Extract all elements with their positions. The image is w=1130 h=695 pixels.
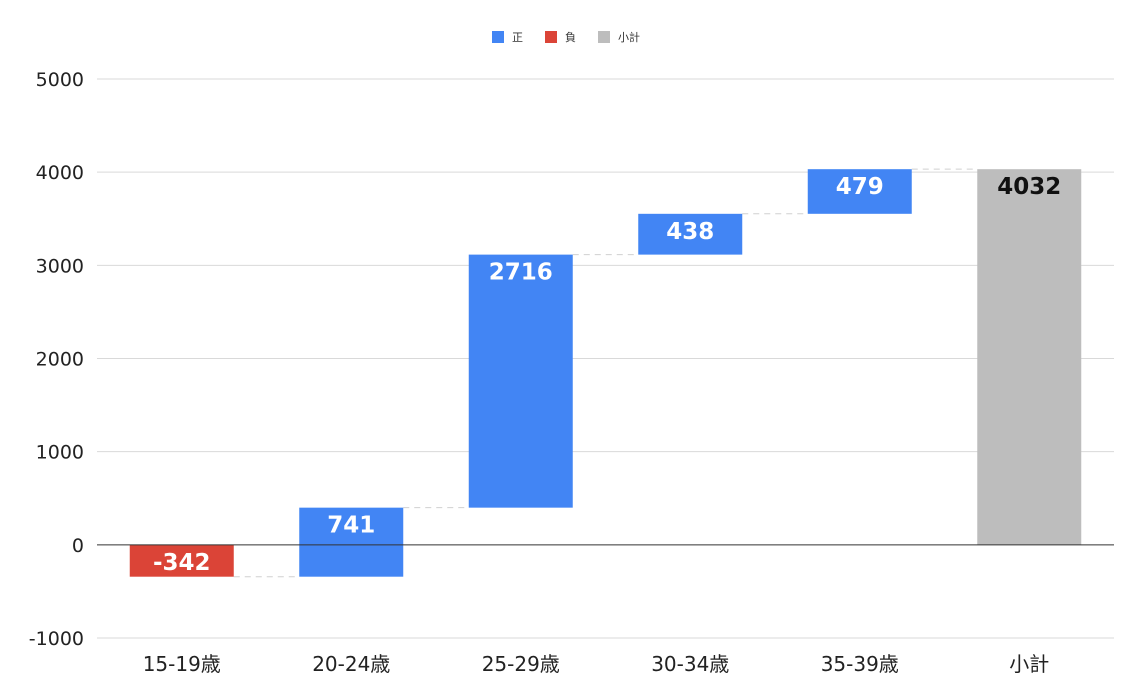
x-axis: 15-19歳 20-24歳 25-29歳 30-34歳 35-39歳 小計 xyxy=(143,652,1050,676)
legend-label-positive: 正 xyxy=(512,31,523,44)
legend-swatch-negative xyxy=(545,31,557,43)
data-label: 4032 xyxy=(997,174,1061,200)
bar-positive xyxy=(468,254,573,508)
data-label: -342 xyxy=(153,550,211,576)
y-tick-label: 0 xyxy=(72,535,84,557)
data-label: 741 xyxy=(327,513,375,539)
y-tick-label: -1000 xyxy=(29,628,84,650)
bars xyxy=(129,169,1082,577)
x-tick-label: 15-19歳 xyxy=(143,652,221,676)
legend-label-negative: 負 xyxy=(565,31,576,44)
bar-positive xyxy=(299,507,404,577)
y-tick-label: 4000 xyxy=(36,162,84,184)
x-tick-label: 20-24歳 xyxy=(312,652,390,676)
y-tick-label: 3000 xyxy=(36,255,84,277)
x-tick-label: 小計 xyxy=(1009,652,1049,676)
y-tick-label: 1000 xyxy=(36,442,84,464)
y-tick-label: 5000 xyxy=(36,69,84,91)
legend-swatch-positive xyxy=(492,31,504,43)
bar-positive xyxy=(638,213,743,255)
x-tick-label: 30-34歳 xyxy=(651,652,729,676)
legend-label-subtotal: 小計 xyxy=(618,30,640,44)
data-labels: -342 741 2716 438 479 4032 xyxy=(153,174,1061,576)
bar-negative xyxy=(129,544,234,577)
bar-subtotal xyxy=(977,169,1082,545)
legend: 正 負 小計 xyxy=(492,30,640,44)
data-label: 438 xyxy=(666,219,714,245)
x-tick-label: 25-29歳 xyxy=(482,652,560,676)
legend-swatch-subtotal xyxy=(598,31,610,43)
y-axis: 5000 4000 3000 2000 1000 0 -1000 xyxy=(29,69,84,650)
x-tick-label: 35-39歳 xyxy=(821,652,899,676)
data-label: 479 xyxy=(836,174,884,200)
gridlines xyxy=(97,78,1114,639)
y-tick-label: 2000 xyxy=(36,349,84,371)
bar-positive xyxy=(807,169,912,214)
data-label: 2716 xyxy=(489,260,553,286)
